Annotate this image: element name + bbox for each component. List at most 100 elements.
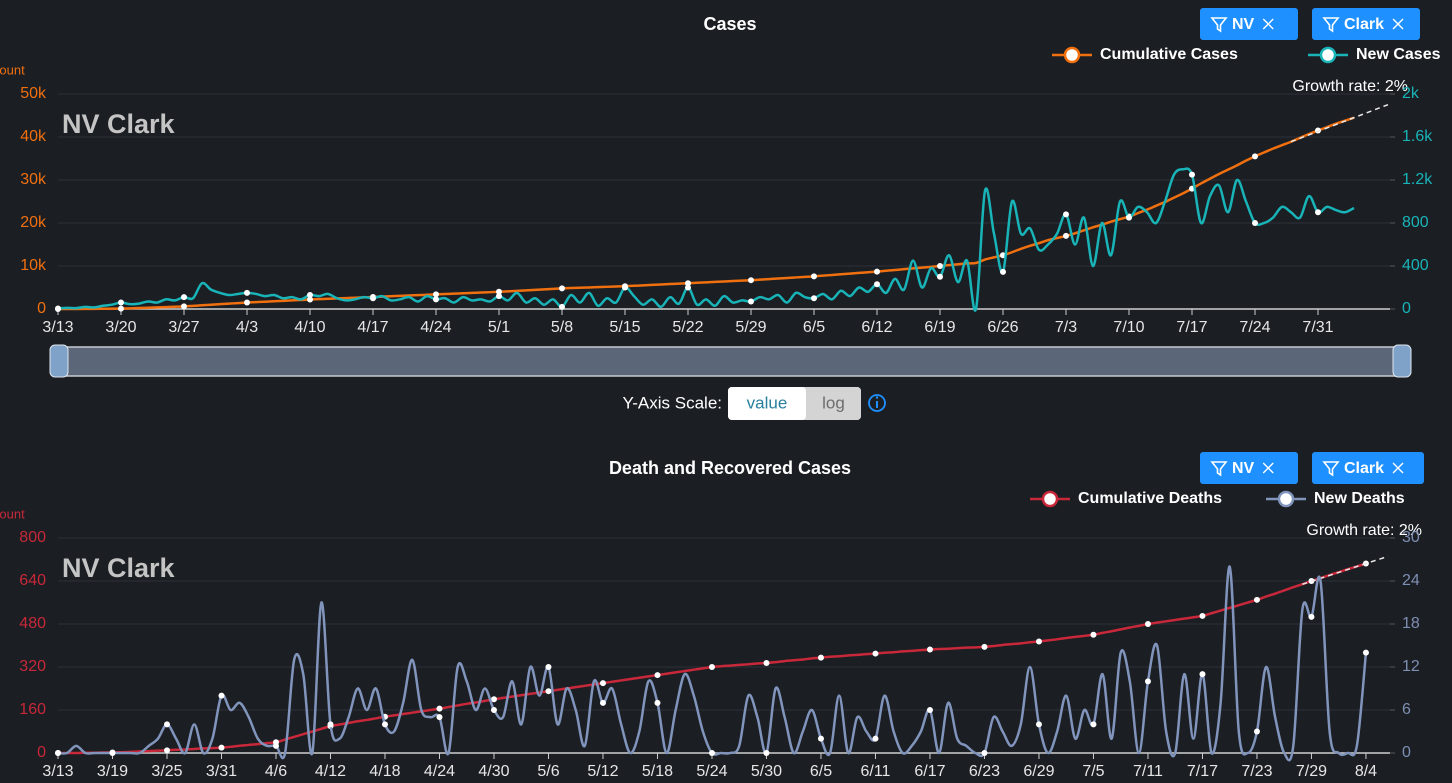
data-point xyxy=(1252,220,1258,226)
filter-button[interactable]: Clark xyxy=(1312,8,1420,40)
toggle-option[interactable]: value xyxy=(747,393,788,412)
toggle-option-bg[interactable] xyxy=(728,387,806,420)
y-tick-label: 50k xyxy=(20,85,47,102)
data-point xyxy=(545,688,552,695)
y-axis-label: Count xyxy=(0,62,25,77)
y-tick-label: 10k xyxy=(20,257,47,274)
data-point xyxy=(436,705,443,712)
legend-label: Cumulative Cases xyxy=(1100,46,1238,63)
x-tick-label: 4/24 xyxy=(424,763,455,780)
x-tick-label: 3/13 xyxy=(42,319,73,336)
data-zoom-slider[interactable] xyxy=(49,344,1412,378)
filter-icon xyxy=(1210,461,1228,477)
y2-tick-label: 800 xyxy=(1402,214,1429,231)
data-point xyxy=(874,268,880,275)
info-circle xyxy=(868,394,886,412)
slider-track xyxy=(57,346,1403,377)
data-point xyxy=(817,654,824,661)
x-tick-label: 6/11 xyxy=(860,763,890,780)
x-tick-label: 7/17 xyxy=(1187,763,1218,780)
data-point xyxy=(433,291,439,298)
data-point xyxy=(109,750,116,756)
data-point xyxy=(55,305,61,312)
data-point xyxy=(1253,728,1260,735)
y2-tick-label: 1.6k xyxy=(1402,128,1433,145)
filter-button[interactable]: Clark xyxy=(1312,452,1424,484)
y-tick-label: 0 xyxy=(37,744,46,761)
info-dot xyxy=(875,396,879,399)
growth-rate: Growth rate: 2% xyxy=(1292,78,1408,95)
growth-rate: Growth rate: 2% xyxy=(1306,522,1422,539)
x-tick-label: 3/13 xyxy=(42,763,73,780)
data-point xyxy=(496,293,502,300)
data-point xyxy=(1144,678,1151,685)
x-tick-label: 6/5 xyxy=(803,319,825,336)
y2-tick-label: 2k xyxy=(1402,85,1420,102)
x-tick-label: 7/5 xyxy=(1082,763,1104,780)
data-point xyxy=(937,273,943,280)
data-point xyxy=(272,742,279,749)
legend-marker xyxy=(1041,490,1059,508)
y2-tick-label: 1.2k xyxy=(1402,171,1433,188)
filter-close[interactable] xyxy=(1262,462,1274,474)
data-point xyxy=(763,659,770,666)
slider-handle[interactable] xyxy=(49,344,69,378)
data-point xyxy=(599,680,606,687)
y-tick-label: 320 xyxy=(19,658,46,675)
x-tick-label: 6/17 xyxy=(914,763,945,780)
data-point xyxy=(559,303,565,310)
data-point xyxy=(599,699,606,706)
x-tick-label: 4/24 xyxy=(420,319,451,336)
data-point xyxy=(181,294,187,301)
data-point xyxy=(811,295,817,302)
data-point xyxy=(218,744,225,751)
toggle-option[interactable]: log xyxy=(822,393,845,412)
toggle-option-bg[interactable] xyxy=(806,387,861,420)
filter-button-bg xyxy=(1312,8,1420,40)
data-point xyxy=(1063,211,1069,218)
legend-label: New Deaths xyxy=(1314,490,1405,507)
x-tick-label: 6/29 xyxy=(1023,763,1054,780)
slider-handle[interactable] xyxy=(1392,344,1412,378)
scale-label: Y-Axis Scale: xyxy=(622,393,722,412)
data-point xyxy=(218,692,225,699)
data-point xyxy=(545,664,552,670)
filter-label: NV xyxy=(1232,16,1255,33)
x-tick-label: 4/17 xyxy=(357,319,388,336)
x-tick-label: 6/19 xyxy=(924,319,955,336)
y2-tick-label: 30 xyxy=(1402,529,1420,546)
filter-button[interactable]: NV xyxy=(1200,8,1298,40)
data-point xyxy=(1063,232,1069,239)
data-point xyxy=(872,650,879,657)
data-point xyxy=(490,696,497,703)
data-point xyxy=(307,292,313,299)
legend-marker xyxy=(1063,46,1081,64)
y-tick-label: 800 xyxy=(19,529,46,546)
filter-button[interactable]: NV xyxy=(1200,452,1298,484)
data-point xyxy=(307,296,313,303)
y-tick-label: 0 xyxy=(37,300,46,317)
data-point xyxy=(811,273,817,280)
x-tick-label: 7/24 xyxy=(1239,319,1270,336)
filter-close[interactable] xyxy=(1262,18,1274,30)
y2-tick-label: 6 xyxy=(1402,701,1411,718)
x-tick-label: 5/8 xyxy=(551,319,573,336)
data-point xyxy=(872,735,879,742)
x-tick-label: 5/1 xyxy=(488,319,510,336)
filter-close[interactable] xyxy=(1392,462,1404,474)
filter-label: Clark xyxy=(1344,16,1384,33)
x-tick-label: 5/22 xyxy=(672,319,703,336)
chart: Death and Recovered Cases NV Clark Cumulati… xyxy=(0,452,1424,780)
data-point xyxy=(436,714,443,721)
scale-toggle[interactable]: value log xyxy=(728,387,861,420)
y-tick-label: 640 xyxy=(19,572,46,589)
filter-icon xyxy=(1210,17,1228,33)
x-tick-label: 7/10 xyxy=(1113,319,1144,336)
x-tick-label: 6/5 xyxy=(810,763,832,780)
x-tick-label: 7/23 xyxy=(1241,763,1272,780)
filter-close[interactable] xyxy=(1392,18,1404,30)
y-tick-label: 160 xyxy=(19,701,46,718)
info-icon[interactable] xyxy=(868,394,886,412)
data-point xyxy=(1253,596,1260,603)
